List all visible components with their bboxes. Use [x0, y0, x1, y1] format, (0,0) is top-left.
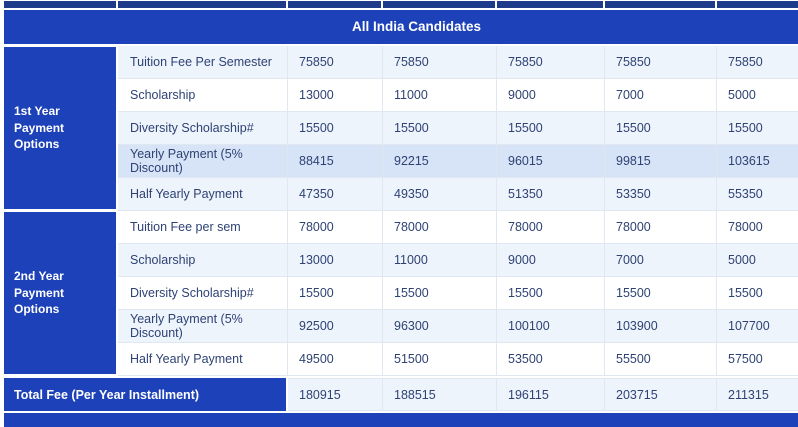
row-label: Diversity Scholarship#: [118, 112, 288, 145]
row-label: Tuition Fee per sem: [118, 211, 288, 244]
total-fee-value: 203715: [605, 378, 717, 411]
fee-value: 99815: [605, 145, 717, 178]
all-india-candidates-banner: All India Candidates: [4, 10, 798, 44]
fee-value: 15500: [605, 277, 717, 310]
fee-value: 11000: [383, 244, 497, 277]
fee-value: 15500: [288, 277, 383, 310]
fee-value: 7000: [605, 244, 717, 277]
fee-value: 13000: [288, 244, 383, 277]
fee-value: 78000: [288, 211, 383, 244]
column-header-cell: [497, 1, 605, 8]
total-fee-value: 196115: [497, 378, 605, 411]
row-label: Yearly Payment (5% Discount): [118, 310, 288, 343]
fee-value: 55500: [605, 343, 717, 376]
group-label: 1st Year Payment Options: [4, 46, 118, 211]
fee-value: 103900: [605, 310, 717, 343]
fee-value: 75850: [605, 46, 717, 79]
fee-value: 100100: [497, 310, 605, 343]
fee-value: 13000: [288, 79, 383, 112]
fee-table-rows: 1st Year Payment Options Tuition Fee Per …: [4, 46, 798, 376]
fee-value: 15500: [497, 277, 605, 310]
row-label: Scholarship: [118, 244, 288, 277]
fee-value: 103615: [717, 145, 798, 178]
row-label: Half Yearly Payment: [118, 178, 288, 211]
fee-value: 96015: [497, 145, 605, 178]
row-label: Diversity Scholarship#: [118, 277, 288, 310]
fee-value: 49350: [383, 178, 497, 211]
fee-value: 7000: [605, 79, 717, 112]
column-header-cell: [4, 1, 118, 8]
row-label: Yearly Payment (5% Discount): [118, 145, 288, 178]
fee-value: 96300: [383, 310, 497, 343]
fee-value: 15500: [497, 112, 605, 145]
fee-value: 53500: [497, 343, 605, 376]
fee-value: 78000: [383, 211, 497, 244]
fee-value: 75850: [717, 46, 798, 79]
column-header-cell: [383, 1, 497, 8]
fee-value: 51350: [497, 178, 605, 211]
column-header-cell: [605, 1, 717, 8]
fee-value: 5000: [717, 79, 798, 112]
fee-value: 11000: [383, 79, 497, 112]
total-fee-value: 180915: [288, 378, 383, 411]
total-row: Total Fee (Per Year Installment) 180915 1…: [4, 378, 798, 411]
fee-value: 88415: [288, 145, 383, 178]
fee-value: 15500: [605, 112, 717, 145]
fee-value: 15500: [383, 277, 497, 310]
fee-value: 51500: [383, 343, 497, 376]
total-row-label: Total Fee (Per Year Installment): [4, 378, 288, 411]
fee-value: 53350: [605, 178, 717, 211]
bottom-banner-row: [4, 413, 798, 427]
row-label: Half Yearly Payment: [118, 343, 288, 376]
fee-value: 57500: [717, 343, 798, 376]
fee-value: 49500: [288, 343, 383, 376]
column-header-row-cutoff: [4, 1, 798, 8]
fee-value: 55350: [717, 178, 798, 211]
fee-value: 47350: [288, 178, 383, 211]
fee-value: 75850: [288, 46, 383, 79]
fee-value: 15500: [717, 112, 798, 145]
row-label: Scholarship: [118, 79, 288, 112]
fee-value: 78000: [717, 211, 798, 244]
fee-value: 15500: [288, 112, 383, 145]
fee-value: 15500: [717, 277, 798, 310]
group-label: 2nd Year Payment Options: [4, 211, 118, 376]
fee-value: 9000: [497, 244, 605, 277]
fee-value: 78000: [497, 211, 605, 244]
fee-value: 92500: [288, 310, 383, 343]
payment-section-2: 2nd Year Payment Options Tuition Fee per …: [4, 211, 798, 376]
fee-value: 15500: [383, 112, 497, 145]
fee-value: 9000: [497, 79, 605, 112]
total-fee-value: 211315: [717, 378, 798, 411]
payment-section-1: 1st Year Payment Options Tuition Fee Per …: [4, 46, 798, 211]
row-label: Tuition Fee Per Semester: [118, 46, 288, 79]
fee-value: 78000: [605, 211, 717, 244]
fee-value: 75850: [497, 46, 605, 79]
fee-value: 107700: [717, 310, 798, 343]
column-header-cell: [717, 1, 798, 8]
fee-value: 92215: [383, 145, 497, 178]
fee-value: 75850: [383, 46, 497, 79]
total-fee-value: 188515: [383, 378, 497, 411]
column-header-cell: [118, 1, 288, 8]
column-header-cell: [288, 1, 383, 8]
fee-value: 5000: [717, 244, 798, 277]
